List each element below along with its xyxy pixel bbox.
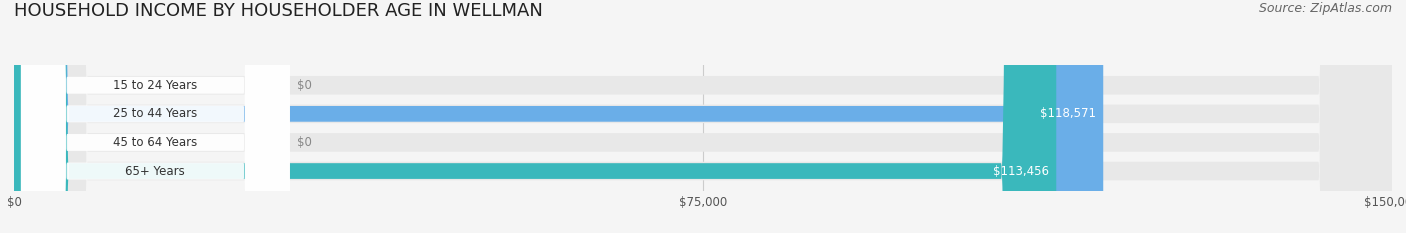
FancyBboxPatch shape: [21, 0, 290, 233]
FancyBboxPatch shape: [14, 0, 1104, 233]
FancyBboxPatch shape: [14, 0, 1392, 233]
FancyBboxPatch shape: [21, 0, 290, 233]
Text: Source: ZipAtlas.com: Source: ZipAtlas.com: [1258, 2, 1392, 15]
Text: HOUSEHOLD INCOME BY HOUSEHOLDER AGE IN WELLMAN: HOUSEHOLD INCOME BY HOUSEHOLDER AGE IN W…: [14, 2, 543, 20]
FancyBboxPatch shape: [21, 0, 290, 233]
FancyBboxPatch shape: [14, 0, 1392, 233]
Text: $0: $0: [297, 79, 311, 92]
Text: $0: $0: [297, 136, 311, 149]
FancyBboxPatch shape: [14, 0, 1392, 233]
FancyBboxPatch shape: [14, 0, 1056, 233]
Text: $118,571: $118,571: [1040, 107, 1097, 120]
Text: 15 to 24 Years: 15 to 24 Years: [112, 79, 197, 92]
Text: 65+ Years: 65+ Years: [125, 164, 186, 178]
FancyBboxPatch shape: [21, 0, 290, 233]
Text: 45 to 64 Years: 45 to 64 Years: [112, 136, 197, 149]
Text: 25 to 44 Years: 25 to 44 Years: [112, 107, 197, 120]
Text: $113,456: $113,456: [994, 164, 1049, 178]
FancyBboxPatch shape: [14, 0, 1392, 233]
